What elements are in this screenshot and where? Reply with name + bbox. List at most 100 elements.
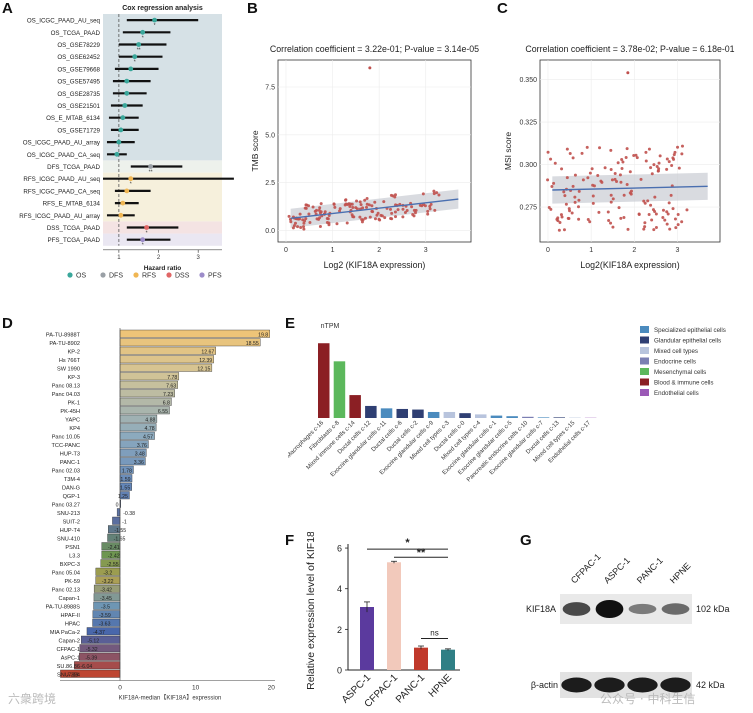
x-tick-label: 3 <box>424 247 428 254</box>
data-point <box>580 151 584 155</box>
data-point <box>655 165 659 169</box>
panel-label-b: B <box>247 0 258 17</box>
data-point <box>667 201 671 205</box>
x-tick-label: 1 <box>589 247 593 254</box>
bar-value-label: -3.45 <box>100 596 112 602</box>
bar <box>459 413 471 418</box>
actin-band <box>561 677 592 693</box>
data-point <box>546 150 550 154</box>
data-point <box>647 147 651 151</box>
hr-point <box>122 103 128 108</box>
y-axis-label: MSI score <box>503 132 513 171</box>
cell-line-label: DAN-G <box>62 485 80 491</box>
legend-label: Mixed cell types <box>654 348 698 355</box>
bar <box>116 508 121 517</box>
hr-point <box>128 176 134 182</box>
bar-value-label: 19.8 <box>258 332 268 338</box>
bar-value-label: -3.5 <box>101 604 110 610</box>
data-point <box>646 199 650 203</box>
legend-dot <box>133 272 139 278</box>
data-point <box>598 146 602 150</box>
data-point <box>560 215 564 219</box>
sig-star: ** <box>149 170 153 176</box>
data-point <box>388 207 392 211</box>
data-point <box>313 209 317 213</box>
hr-point <box>118 127 124 133</box>
data-point <box>564 202 568 206</box>
data-point <box>613 177 617 181</box>
bar <box>412 409 424 418</box>
forest-row-label: DSS_TCGA_PAAD <box>47 225 101 232</box>
bar-value-label: 7.23 <box>163 392 173 398</box>
x-tick-label: 3 <box>197 255 201 261</box>
data-point <box>590 167 594 171</box>
bar <box>506 416 518 418</box>
bar-value-label: -3.2 <box>103 570 112 576</box>
data-point <box>573 195 577 199</box>
data-point <box>403 211 407 215</box>
data-point <box>318 206 322 210</box>
data-point <box>571 184 575 188</box>
cell-line-label: Capan-2 <box>59 638 80 644</box>
band-0 <box>103 14 222 161</box>
data-point <box>626 227 630 231</box>
data-point <box>296 217 300 221</box>
cell-line-label: T3M-4 <box>64 477 80 483</box>
cell-line-label: SW 1990 <box>57 366 80 372</box>
bar <box>119 338 261 347</box>
hr-point <box>132 54 138 60</box>
data-point <box>567 207 571 211</box>
x-tick-label: 0 <box>284 247 288 254</box>
row-label: KIF18A <box>526 604 556 614</box>
data-point <box>393 210 397 214</box>
data-point <box>642 199 646 203</box>
row-label: β-actin <box>531 680 558 690</box>
panel-label-g: G <box>520 532 532 549</box>
hr-point <box>128 66 134 72</box>
bar <box>380 408 393 418</box>
bar-value-label: 4.57 <box>143 434 153 440</box>
data-point <box>671 207 675 211</box>
bar-value-label: 3.48 <box>135 451 145 457</box>
data-point <box>323 210 327 214</box>
data-point <box>365 205 369 209</box>
lane-label: ASPC-1 <box>602 555 632 585</box>
bar-value-label: -3.42 <box>100 587 112 593</box>
cell-line-label: HUP-T4 <box>60 528 80 534</box>
data-point <box>426 209 430 213</box>
data-point <box>293 221 297 225</box>
bar <box>365 405 377 418</box>
bar <box>112 516 121 525</box>
data-point <box>299 226 303 230</box>
data-point <box>370 204 374 208</box>
data-point <box>549 207 553 211</box>
hr-point <box>114 151 120 157</box>
data-point <box>401 207 405 211</box>
forest-row-label: RFS_ICGC_PAAD_AU_seq <box>23 176 100 183</box>
hr-point <box>140 237 146 243</box>
data-point <box>373 200 377 204</box>
cell-line-label: PK-45H <box>60 409 80 415</box>
bar-value-label: -7.88 <box>67 672 79 678</box>
lane-label: CFPAC-1 <box>569 552 603 586</box>
bar <box>318 343 330 418</box>
legend-swatch <box>640 368 649 375</box>
data-point <box>673 217 677 221</box>
data-point <box>291 226 295 230</box>
bar-value-label: -2.42 <box>108 553 120 559</box>
cell-line-label: TCC-PANC <box>52 443 81 449</box>
sig-star: * <box>134 60 136 66</box>
x-axis-label: Log2(KIF18A expression) <box>580 260 679 270</box>
data-point <box>351 205 355 209</box>
cell-line-label: HUP-T3 <box>60 451 80 457</box>
category-label: HPNE <box>427 672 455 700</box>
data-point <box>628 170 632 174</box>
bar <box>349 395 361 418</box>
data-point <box>412 208 416 212</box>
data-point <box>619 180 623 184</box>
data-point <box>420 204 424 208</box>
data-point <box>346 203 350 207</box>
data-point <box>371 210 375 214</box>
data-point <box>292 224 296 228</box>
data-point <box>674 226 678 230</box>
